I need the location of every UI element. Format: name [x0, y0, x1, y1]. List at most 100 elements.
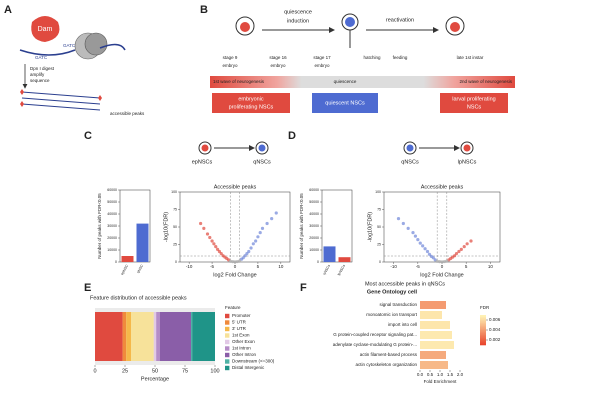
x-tick-label: -10 [186, 264, 193, 269]
colorbar-step [480, 334, 486, 337]
point [202, 226, 206, 230]
state-label: embryonic [238, 96, 264, 102]
stage-label: stage 16 [269, 55, 287, 60]
y-tick-label: 100 [375, 190, 381, 194]
x-tick-label: 50 [152, 368, 158, 374]
colorbar-step [480, 339, 486, 341]
y-tick-label: 20000 [107, 236, 117, 240]
colorbar-step [480, 325, 486, 328]
bar [338, 257, 351, 262]
y-tick-label: 30000 [107, 224, 117, 228]
bar [420, 351, 446, 359]
y-tick-label: adenylate cyclase-modulating G protein-.… [333, 342, 417, 347]
point [396, 217, 401, 221]
point [427, 252, 432, 256]
colorbar-step [480, 337, 486, 340]
y-tick-label: actin filament-based process [360, 352, 418, 357]
timeline-label: 2nd wave of neurogenesis [459, 79, 512, 84]
y-tick-label: 40000 [309, 212, 319, 216]
y-tick-label: 50000 [309, 200, 319, 204]
reads [21, 91, 101, 111]
point [212, 242, 216, 246]
legend-label: 3' UTR [232, 326, 247, 331]
colorbar-step [480, 321, 486, 323]
point [425, 249, 430, 254]
point [214, 245, 218, 249]
stage-label: late 1st instar [457, 55, 484, 60]
panel-d-header: qNSCs lpNSCs [401, 141, 477, 165]
y-tick-label: 30000 [309, 224, 319, 228]
chart-title: Feature distribution of accessible peaks [90, 295, 187, 301]
segment [95, 312, 123, 361]
bar [323, 246, 336, 262]
y-tick-label: 100 [171, 190, 177, 194]
stage-label: embryo [222, 63, 238, 68]
y-tick-label: 75 [173, 207, 177, 211]
point [445, 259, 449, 263]
stage-label: embryo [314, 63, 330, 68]
point [431, 256, 435, 260]
point [465, 242, 469, 246]
x-tick-label: 0 [234, 264, 237, 269]
point [215, 247, 220, 251]
state-box [212, 93, 290, 113]
colorbar-step [480, 328, 486, 331]
colorbar-step [480, 336, 486, 338]
point [233, 260, 237, 264]
x-tick-label: -5 [416, 264, 420, 269]
from-label: epNSCs [192, 159, 213, 165]
y-tick-label: 60000 [107, 188, 117, 192]
point [454, 252, 459, 256]
legend-swatch [225, 339, 230, 345]
point [241, 256, 245, 260]
point [254, 239, 258, 243]
point [243, 254, 247, 258]
segment [122, 312, 127, 361]
nucleus [450, 22, 460, 32]
segment [131, 312, 154, 361]
motif: GATC [63, 43, 76, 48]
colorbar-step [480, 316, 486, 319]
x-tick-label: qNSCs [322, 264, 331, 276]
legend-swatch [225, 333, 230, 338]
colorbar-step [480, 324, 486, 326]
point [459, 247, 463, 251]
point [462, 245, 466, 249]
colorbar-step [480, 319, 486, 322]
point [249, 246, 253, 250]
colorbar-step [480, 322, 486, 325]
bar [420, 361, 448, 369]
point [437, 260, 442, 264]
nucleosome [84, 32, 108, 56]
bar [420, 331, 452, 339]
point [401, 221, 405, 226]
point [245, 252, 249, 256]
segment [153, 312, 157, 361]
point [274, 211, 278, 215]
to-label: qNSCs [253, 159, 271, 165]
legend-title: Feature [225, 305, 241, 310]
x-tick-label: 0 [93, 368, 96, 374]
y-tick-label: monoatomic ion transport [366, 312, 418, 317]
enzyme-label: Dam [38, 26, 53, 33]
nucleus [406, 144, 414, 152]
segment [156, 312, 160, 361]
point [440, 260, 444, 264]
step: Dpn I digest [30, 66, 55, 71]
nucleus [345, 17, 355, 27]
plot-title: Accessible peaks [421, 184, 464, 190]
stage-label: stage 17 [313, 55, 331, 60]
plot-frame [383, 191, 501, 263]
from-label: qNSCs [401, 159, 419, 165]
x-tick-label: 10 [278, 264, 284, 269]
x-tick-label: epNSC [120, 264, 129, 276]
colorbar-step [480, 342, 486, 344]
colorbar-label: 0.004 [489, 327, 501, 332]
state-box [440, 93, 508, 113]
legend-swatch [225, 346, 230, 351]
point [413, 234, 418, 238]
y-tick-label: 0 [115, 260, 117, 264]
panel-label: F [300, 282, 307, 294]
state-label: NSCs [467, 104, 482, 110]
legend-label: 1st Intron [232, 346, 251, 351]
